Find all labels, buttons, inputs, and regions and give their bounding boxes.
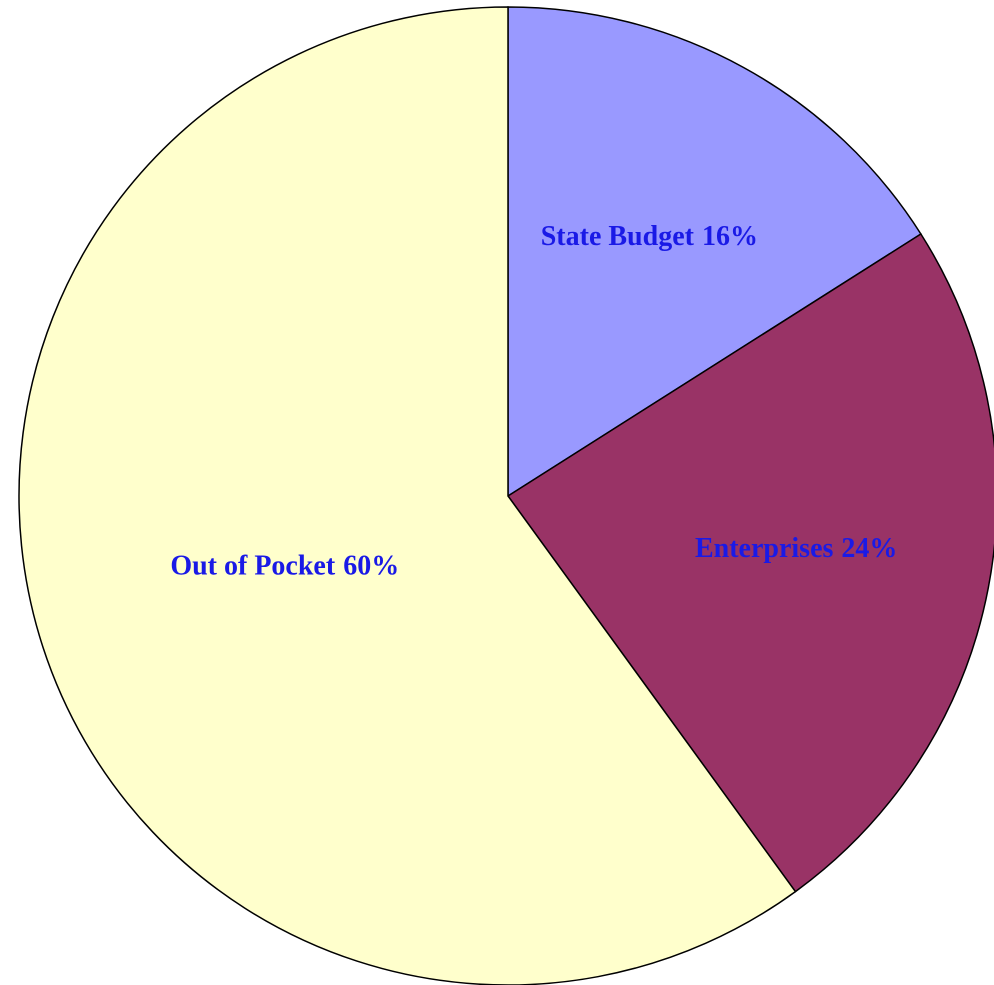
slice-label-name: State Budget [541, 221, 695, 252]
slice-label-name: Enterprises [695, 533, 834, 564]
slice-label-name: Out of Pocket [170, 551, 336, 582]
slice-label: Out of Pocket 60% [170, 551, 399, 582]
pie-slice [18, 6, 797, 985]
slice-label: State Budget 16% [541, 221, 758, 252]
slice-label-value: 16% [702, 221, 758, 252]
pie-slice [506, 232, 994, 893]
slice-label: Enterprises 24% [695, 533, 897, 564]
slice-label-value: 60% [343, 551, 399, 582]
pie-slice [507, 6, 922, 498]
slice-label-value: 24% [841, 533, 897, 564]
